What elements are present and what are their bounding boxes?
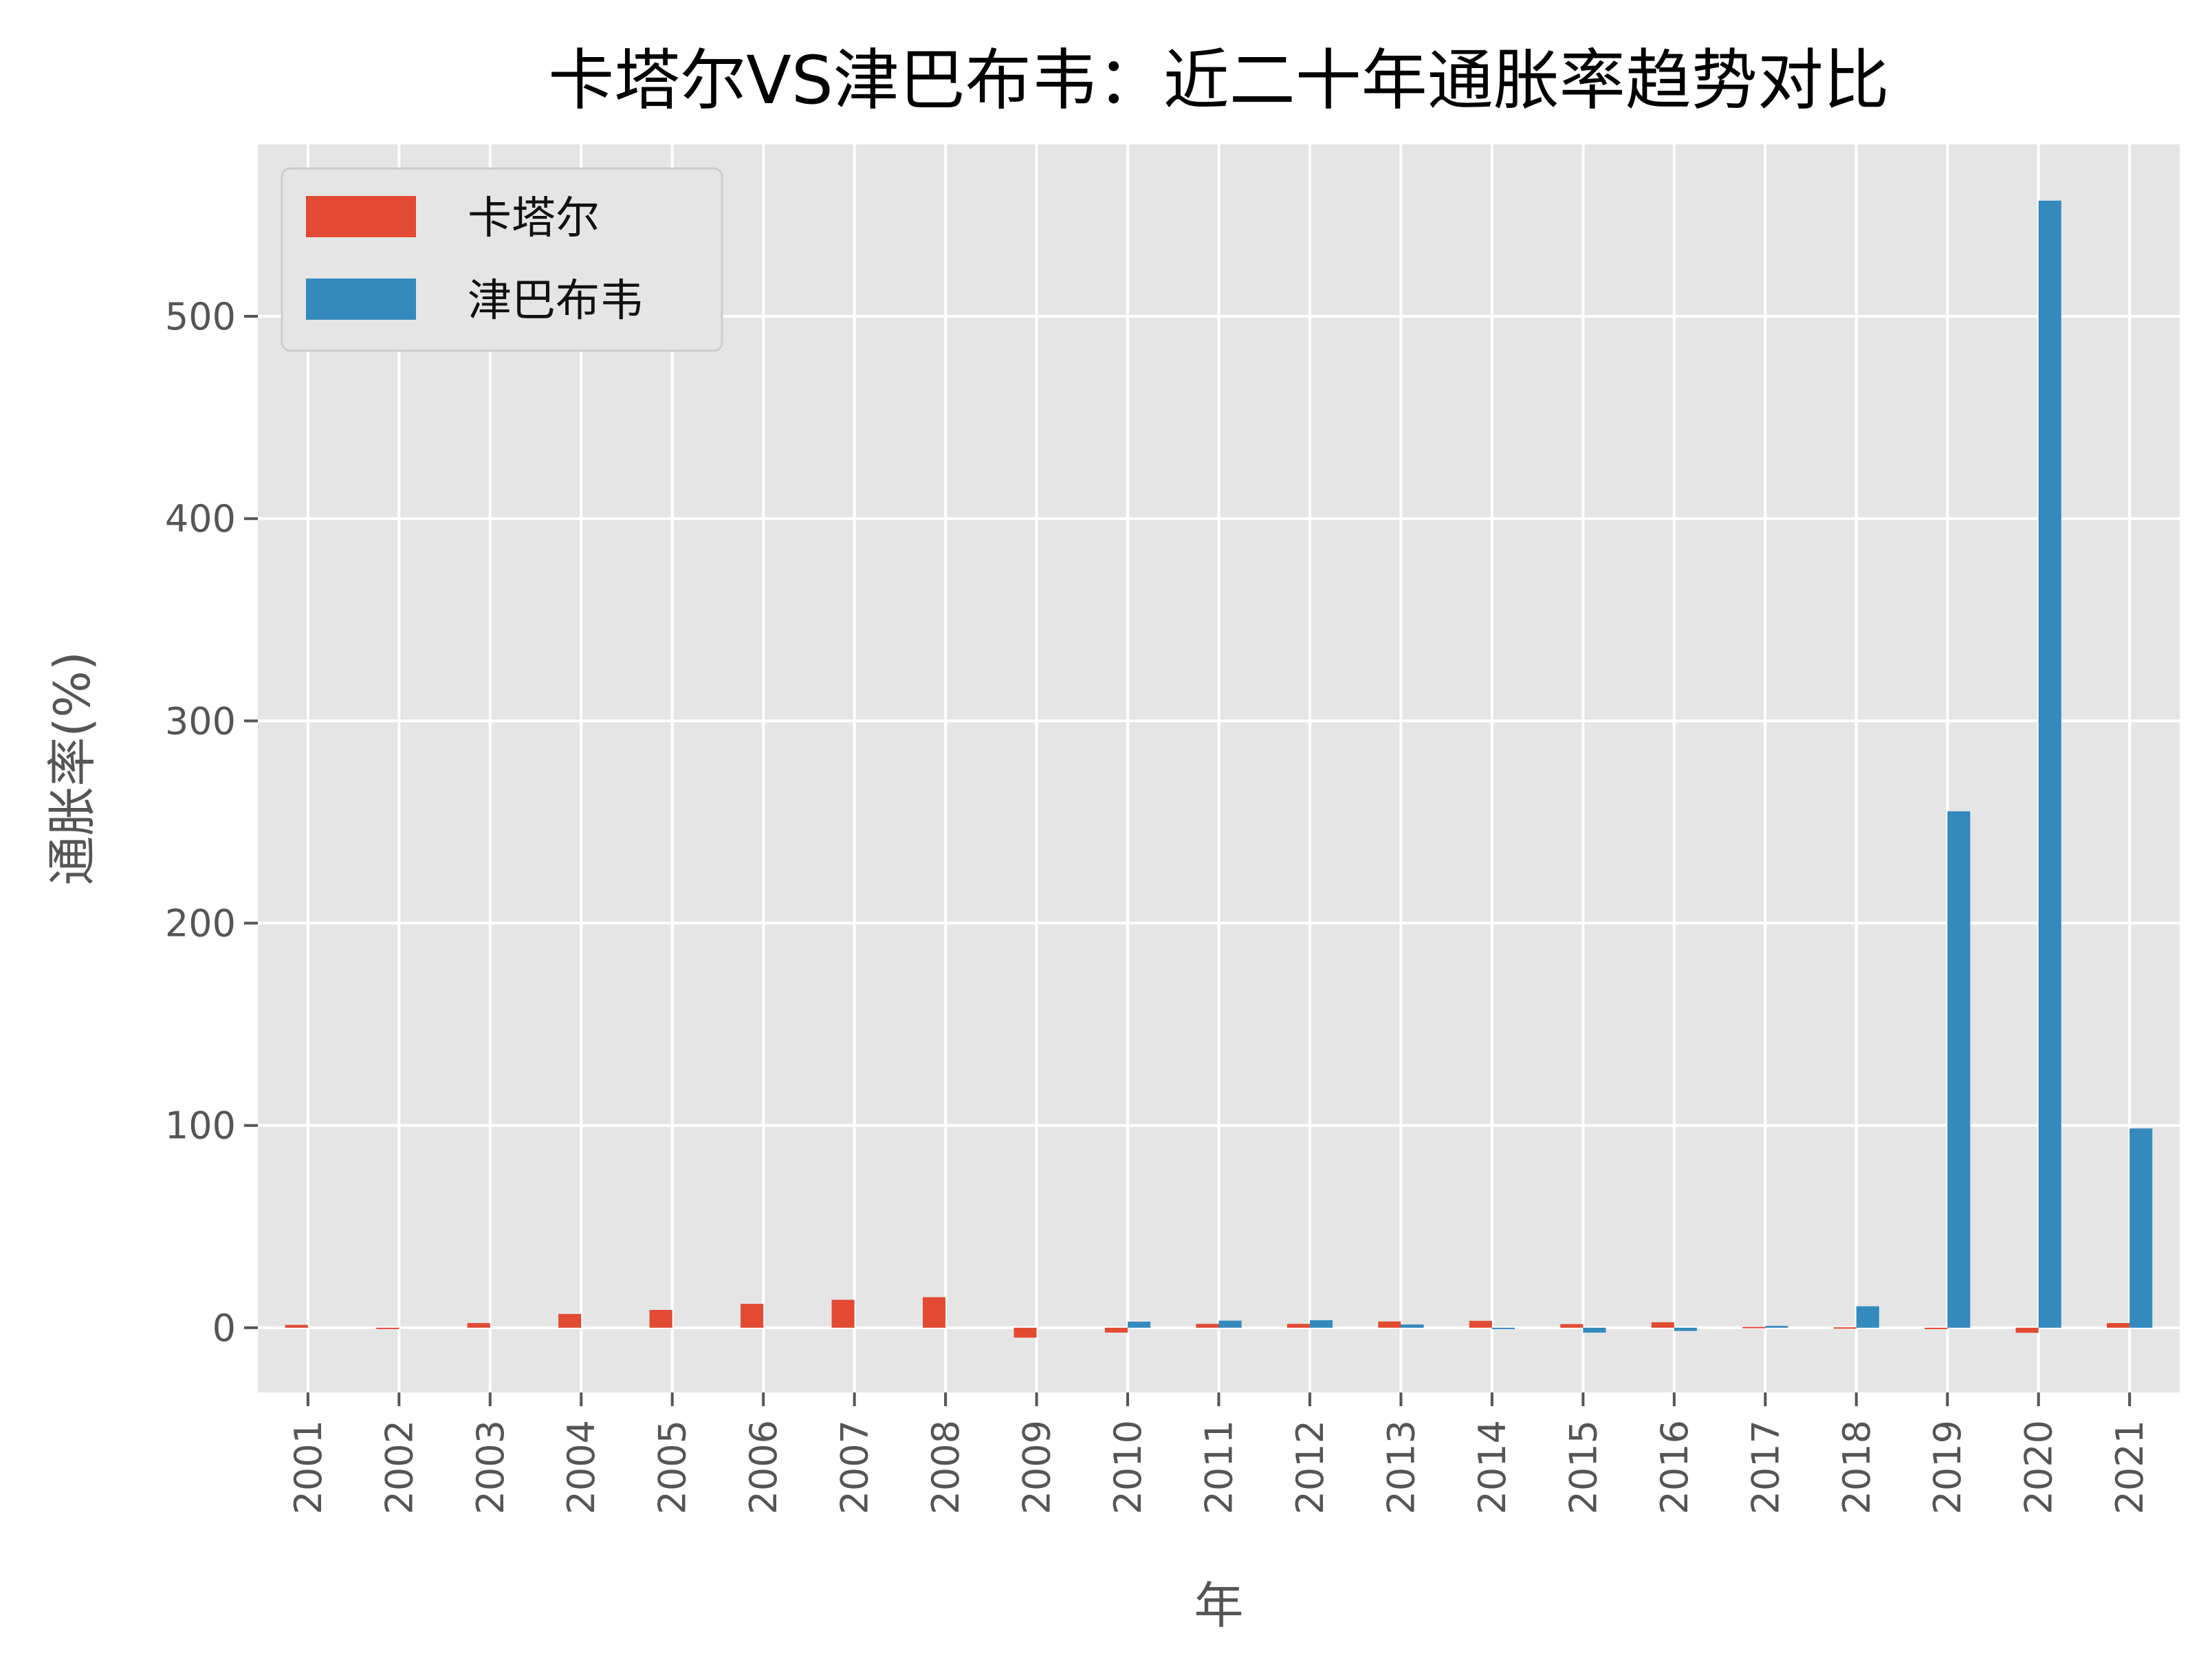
x-axis-title: 年 <box>1194 1577 1243 1634</box>
x-tick-label: 2015 <box>1562 1420 1605 1514</box>
bar-卡塔尔-2010 <box>1104 1327 1128 1333</box>
bar-卡塔尔-2007 <box>831 1300 855 1328</box>
x-tick-label: 2007 <box>833 1420 877 1514</box>
y-tick-label: 0 <box>212 1306 236 1350</box>
x-tick-label: 2005 <box>651 1420 694 1514</box>
bar-卡塔尔-2001 <box>285 1324 308 1328</box>
x-tick-label: 2016 <box>1653 1420 1696 1514</box>
bar-津巴布韦-2010 <box>1128 1322 1151 1328</box>
bar-卡塔尔-2015 <box>1560 1324 1584 1328</box>
bar-津巴布韦-2013 <box>1401 1324 1424 1328</box>
y-axis-title: 通胀率(%) <box>43 651 101 886</box>
bar-卡塔尔-2021 <box>2107 1323 2130 1328</box>
x-tick-label: 2006 <box>742 1420 785 1514</box>
chart-title: 卡塔尔VS津巴布韦：近二十年通胀率趋势对比 <box>548 42 1890 119</box>
bar-津巴布韦-2019 <box>1947 811 1971 1328</box>
x-tick-label: 2017 <box>1744 1420 1787 1514</box>
x-tick-label: 2003 <box>469 1420 512 1514</box>
x-tick-label: 2014 <box>1471 1420 1514 1514</box>
bar-卡塔尔-2005 <box>649 1309 672 1328</box>
x-tick-label: 2018 <box>1835 1420 1879 1514</box>
bar-卡塔尔-2011 <box>1196 1324 1219 1328</box>
x-tick-label: 2001 <box>287 1420 330 1514</box>
axis-ticks: 0 100 200 300 400 500 2001 2002 2003 2004 2005 2006… <box>165 295 2151 1514</box>
x-tick-label: 2012 <box>1289 1420 1332 1514</box>
bar-卡塔尔-2012 <box>1286 1324 1310 1328</box>
legend-label: 津巴布韦 <box>468 276 644 327</box>
bar-津巴布韦-2021 <box>2129 1128 2153 1328</box>
bar-卡塔尔-2019 <box>1925 1327 1948 1329</box>
bar-卡塔尔-2009 <box>1014 1327 1037 1338</box>
bar-卡塔尔-2002 <box>376 1327 399 1329</box>
bar-卡塔尔-2004 <box>558 1313 582 1328</box>
bar-卡塔尔-2016 <box>1651 1322 1674 1328</box>
legend-swatch <box>306 278 416 320</box>
bar-卡塔尔-2006 <box>741 1304 764 1328</box>
bar-津巴布韦-2016 <box>1674 1327 1697 1331</box>
y-tick-label: 300 <box>165 699 236 743</box>
bar-津巴布韦-2014 <box>1491 1327 1515 1329</box>
x-tick-label: 2013 <box>1379 1420 1423 1514</box>
x-tick-label: 2002 <box>377 1420 421 1514</box>
y-tick-label: 200 <box>165 902 236 945</box>
legend-label: 卡塔尔 <box>468 193 600 244</box>
legend-swatch <box>306 196 416 237</box>
x-tick-label: 2009 <box>1016 1420 1059 1514</box>
bar-津巴布韦-2018 <box>1856 1306 1879 1328</box>
x-tick-label: 2008 <box>924 1420 967 1514</box>
bar-卡塔尔-2013 <box>1378 1321 1401 1328</box>
bar-津巴布韦-2012 <box>1309 1320 1333 1328</box>
bar-卡塔尔-2003 <box>467 1323 490 1328</box>
bar-卡塔尔-2008 <box>922 1297 946 1328</box>
y-tick-label: 400 <box>165 497 236 540</box>
bar-津巴布韦-2015 <box>1583 1327 1606 1333</box>
bars <box>285 200 2153 1338</box>
x-tick-label: 2004 <box>560 1420 603 1514</box>
x-tick-label: 2020 <box>2017 1420 2061 1514</box>
y-tick-label: 100 <box>165 1104 236 1148</box>
bar-津巴布韦-2020 <box>2038 200 2061 1328</box>
bar-卡塔尔-2018 <box>1833 1327 1857 1329</box>
bar-津巴布韦-2017 <box>1765 1326 1788 1328</box>
x-tick-label: 2021 <box>2108 1420 2151 1514</box>
bar-卡塔尔-2017 <box>1742 1326 1766 1328</box>
x-tick-label: 2010 <box>1106 1420 1150 1514</box>
x-tick-label: 2019 <box>1926 1420 1969 1514</box>
bar-津巴布韦-2011 <box>1218 1320 1242 1328</box>
y-tick-label: 500 <box>165 295 236 338</box>
bar-卡塔尔-2014 <box>1469 1320 1492 1328</box>
x-tick-label: 2011 <box>1198 1420 1241 1514</box>
bar-卡塔尔-2020 <box>2015 1327 2039 1333</box>
